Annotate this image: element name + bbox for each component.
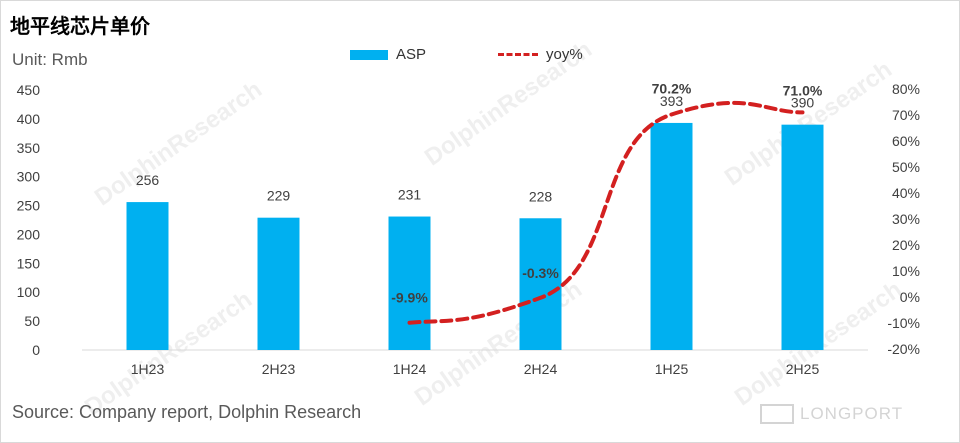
left-axis-tick-label: 0: [32, 342, 40, 358]
asp-data-label: 393: [660, 93, 684, 109]
legend-item-asp: ASP: [350, 46, 426, 63]
legend-line-swatch: [498, 53, 538, 56]
asp-bar: [257, 217, 300, 350]
asp-bar: [650, 122, 693, 350]
legend-label-yoy: yoy%: [546, 46, 583, 63]
legend-label-asp: ASP: [396, 46, 427, 63]
asp-bar: [781, 124, 824, 351]
legend-item-yoy: yoy%: [498, 46, 583, 63]
legend-bar-swatch: [350, 49, 388, 60]
left-axis-tick-label: 200: [17, 226, 41, 242]
yoy-data-label: -0.3%: [522, 265, 559, 281]
longport-logo-text: LONGPORT: [800, 404, 904, 423]
asp-data-label: 229: [267, 188, 291, 204]
asp-data-label: 390: [791, 95, 815, 111]
x-axis-tick-label: 1H24: [393, 361, 427, 377]
x-axis-tick-label: 1H25: [655, 361, 689, 377]
left-axis-tick-label: 250: [17, 198, 41, 214]
left-axis-tick-label: 450: [17, 82, 41, 98]
right-axis-tick-label: 0%: [900, 289, 920, 305]
yoy-data-label: -9.9%: [391, 290, 428, 306]
right-axis-tick-label: 70%: [892, 107, 920, 123]
longport-logo: LONGPORT: [760, 404, 903, 424]
right-axis-tick-label: 50%: [892, 159, 920, 175]
asp-data-label: 231: [398, 187, 422, 203]
left-axis-tick-label: 400: [17, 111, 41, 127]
left-axis-tick-label: 300: [17, 169, 41, 185]
left-axis-tick-label: 350: [17, 140, 41, 156]
yoy-data-label: 71.0%: [783, 82, 823, 98]
asp-data-label: 256: [136, 172, 160, 188]
x-axis-tick-label: 2H23: [262, 361, 296, 377]
asp-data-label: 228: [529, 188, 553, 204]
asp-bar: [388, 216, 431, 350]
asp-bar: [126, 202, 169, 350]
yoy-data-label: 70.2%: [652, 80, 692, 96]
x-axis-tick-label: 2H25: [786, 361, 820, 377]
yoy-line: [407, 100, 805, 325]
right-axis-tick-label: 40%: [892, 185, 920, 201]
right-axis-tick-label: -10%: [887, 315, 920, 331]
right-axis-tick-label: -20%: [887, 341, 920, 357]
chart-title: 地平线芯片单价: [10, 14, 150, 38]
right-axis-tick-label: 20%: [892, 237, 920, 253]
left-axis-tick-label: 100: [17, 284, 41, 300]
asp-bar: [519, 218, 562, 350]
right-axis-tick-label: 30%: [892, 211, 920, 227]
source-note: Source: Company report, Dolphin Research: [12, 402, 362, 422]
longport-logo-mark: [760, 404, 794, 424]
unit-label: Unit: Rmb: [12, 50, 88, 69]
right-axis-tick-label: 80%: [892, 81, 920, 97]
left-axis-tick-label: 150: [17, 255, 41, 271]
left-axis-tick-label: 50: [24, 313, 40, 329]
x-axis-tick-label: 1H23: [131, 361, 165, 377]
right-axis-tick-label: 60%: [892, 133, 920, 149]
x-axis-tick-label: 2H24: [524, 361, 558, 377]
right-axis-tick-label: 10%: [892, 263, 920, 279]
